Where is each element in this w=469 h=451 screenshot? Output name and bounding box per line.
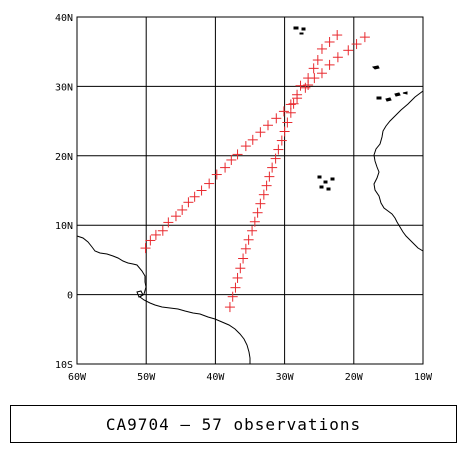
africa-coastline — [373, 90, 424, 252]
observation-marker — [261, 180, 272, 191]
observation-marker — [170, 211, 181, 222]
observation-marker — [262, 120, 273, 131]
lon-tick-label: 50W — [137, 372, 156, 383]
madeira-islands — [371, 65, 380, 70]
observation-marker — [278, 106, 289, 117]
observation-marker — [285, 107, 296, 118]
observation-marker — [255, 127, 266, 138]
observation-marker — [276, 135, 287, 146]
observation-marker — [204, 178, 215, 189]
observation-marker — [183, 197, 194, 208]
lat-tick-label: 30N — [55, 82, 73, 93]
observation-marker — [247, 225, 258, 236]
observation-marker — [252, 207, 263, 218]
lon-tick-label: 20W — [345, 372, 364, 383]
axis-tick-labels: 60W 50W 40W 30W 20W 10W 40N 30N 20N 10N 0 10S — [55, 13, 433, 383]
observation-marker — [279, 126, 290, 137]
observation-marker — [303, 80, 314, 91]
lat-tick-label: 40N — [55, 13, 73, 24]
observation-marker — [309, 73, 320, 84]
observation-marker — [211, 169, 222, 180]
lat-tick-label: 0 — [67, 291, 73, 302]
observation-marker — [264, 171, 275, 182]
observation-marker — [258, 189, 269, 200]
map-grid — [76, 16, 424, 365]
cape-verde-islands — [317, 175, 335, 191]
observation-marker — [243, 234, 254, 245]
observation-marker — [230, 282, 241, 293]
observation-marker — [270, 153, 281, 164]
observation-marker — [332, 52, 343, 63]
lon-tick-label: 40W — [206, 372, 225, 383]
lat-tick-label: 10S — [55, 360, 73, 371]
observation-marker — [238, 253, 249, 264]
observation-marker — [324, 59, 335, 70]
observation-marker — [145, 235, 156, 246]
caption-box: CA9704 – 57 observations — [10, 405, 457, 443]
observation-marker — [343, 45, 354, 56]
observation-marker — [316, 43, 327, 54]
observation-marker — [316, 68, 327, 79]
observation-marker — [282, 117, 293, 128]
south-america-coastline — [76, 235, 251, 364]
observation-marker — [255, 198, 266, 209]
observation-marker — [332, 30, 343, 41]
lat-tick-label: 10N — [55, 221, 73, 232]
lon-tick-label: 30W — [276, 372, 295, 383]
map-frame — [76, 16, 424, 365]
observation-marker — [232, 272, 243, 283]
observation-marker — [157, 225, 168, 236]
observation-marker — [150, 229, 161, 240]
lon-tick-label: 60W — [68, 372, 87, 383]
observation-marker — [312, 55, 323, 66]
observation-marker — [227, 291, 238, 302]
observation-marker — [226, 154, 237, 165]
observation-marker — [300, 82, 311, 93]
observation-marker — [295, 80, 306, 91]
observation-marker — [196, 185, 207, 196]
observation-marker — [232, 149, 243, 160]
coastlines — [76, 26, 424, 364]
observation-marker — [240, 141, 251, 152]
observation-marker — [240, 243, 251, 254]
observation-marker — [359, 32, 370, 43]
observation-markers — [140, 30, 370, 313]
observation-marker — [271, 113, 282, 124]
azores-islands — [293, 26, 306, 35]
lon-tick-label: 10W — [414, 372, 433, 383]
observation-map: 60W 50W 40W 30W 20W 10W 40N 30N 20N 10N 0 10S — [55, 13, 433, 383]
observation-marker — [235, 263, 246, 274]
observation-marker — [247, 134, 258, 145]
trinidad-island — [136, 290, 144, 298]
canary-islands — [376, 91, 408, 102]
caption: CA9704 – 57 observations — [105, 414, 362, 434]
observation-marker — [308, 63, 319, 74]
observation-marker — [177, 204, 188, 215]
observation-marker — [288, 98, 299, 109]
observation-marker — [189, 191, 200, 202]
observation-marker — [224, 302, 235, 313]
lat-tick-label: 20N — [55, 152, 73, 163]
observation-marker — [351, 39, 362, 50]
observation-marker — [292, 89, 303, 100]
observation-marker — [163, 217, 174, 228]
observation-marker — [267, 162, 278, 173]
observation-marker — [140, 243, 151, 254]
observation-marker — [249, 216, 260, 227]
observation-marker — [273, 144, 284, 155]
observation-marker — [324, 36, 335, 47]
observation-marker — [220, 162, 231, 173]
